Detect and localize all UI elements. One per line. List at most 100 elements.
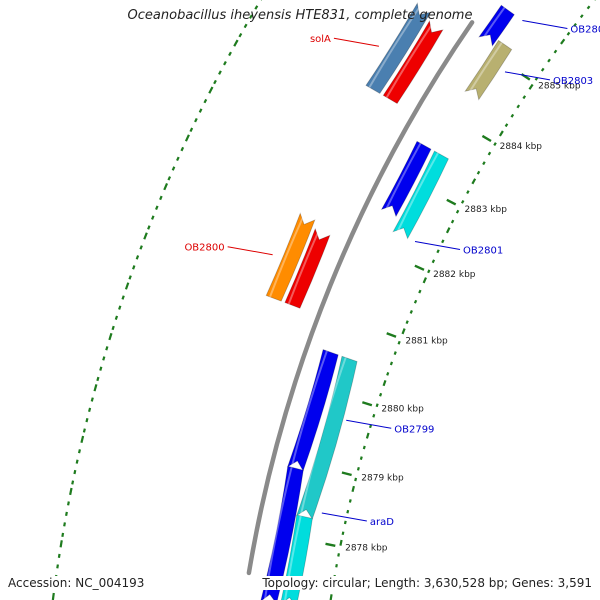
gene-ob2803-body	[464, 39, 513, 101]
gene-ob2803-shine	[467, 42, 503, 94]
scale-tick	[481, 134, 492, 143]
gene-sola-shine	[385, 22, 434, 98]
tick-dot	[248, 14, 253, 19]
tick-dot	[441, 239, 445, 244]
gene-ob2801-shine	[395, 152, 439, 234]
gene-arad-shine	[284, 515, 302, 600]
gene-ob2799b-body	[286, 349, 339, 472]
tick-dot	[121, 295, 125, 300]
tick-dot	[348, 499, 352, 503]
tick-dot	[405, 320, 409, 325]
gene-ob2799	[295, 355, 358, 520]
tick-dot	[189, 127, 194, 133]
tick-dot	[339, 539, 343, 546]
ticks-layer: 2885 kbp 2884 kbp 2883 kbp 2882 kbp 2881 kbp…	[325, 73, 581, 554]
tick-dot	[393, 351, 397, 355]
tick-dot	[566, 31, 571, 36]
gene-label-arad: araD	[370, 517, 394, 528]
tick-dot	[118, 305, 122, 310]
tick-dot	[71, 480, 75, 485]
scale-tick	[386, 332, 397, 338]
tick-dot	[409, 310, 413, 314]
tick-dot	[147, 225, 151, 230]
tick-dot	[379, 392, 383, 397]
tick-dot	[504, 123, 509, 128]
backbone-layer	[246, 20, 475, 576]
tick-dot	[167, 176, 172, 181]
tick-dot	[238, 32, 243, 38]
gene-ob2801	[392, 150, 449, 240]
tick-dot	[102, 356, 106, 361]
tick-dot	[93, 384, 98, 392]
gene-ob2800-b-shine	[269, 214, 305, 298]
features-layer	[260, 2, 515, 600]
tick-dot	[223, 60, 227, 66]
gene-arad-b-body	[260, 465, 304, 600]
tick-dot	[493, 142, 497, 146]
gene-ob2800-b	[265, 212, 316, 302]
tick-dot	[99, 366, 103, 371]
tick-dot	[436, 249, 440, 254]
gene-ob2800-b-body	[265, 212, 316, 302]
tick-dot	[69, 487, 73, 496]
tick-dot	[337, 553, 340, 557]
gene-label-ob2804: OB2804	[570, 24, 600, 35]
gene-label-sola: solA	[310, 34, 331, 45]
gene-ob2800-shine	[287, 230, 320, 305]
tick-dot	[75, 459, 79, 464]
gene-sola-body	[382, 19, 444, 104]
scale-tick	[341, 471, 352, 477]
tick-dot	[413, 299, 418, 304]
scale-tick	[325, 542, 336, 547]
gene-arad-b-shine	[263, 467, 293, 600]
gene-leader-line	[321, 512, 367, 522]
tick-dot	[369, 424, 373, 429]
tick-dot	[163, 182, 169, 191]
tick-dot	[96, 376, 100, 382]
tick-dot	[111, 325, 115, 331]
gene-ob2801b-shine	[384, 142, 422, 212]
gene-ob2804-shine	[481, 7, 506, 40]
gene-leader-line	[414, 240, 461, 250]
tick-dot	[63, 522, 66, 527]
gene-labels-layer: OB2804 OB2803 solA OB2801 OB2800 OB2799 araD	[184, 20, 600, 528]
tick-dot	[573, 22, 577, 27]
tick-dot	[482, 161, 486, 166]
gene-ob2804-body	[478, 4, 515, 47]
tick-dot	[522, 95, 527, 100]
gene-ob2799-shine	[299, 357, 347, 517]
tick-dot	[450, 219, 455, 224]
tick-dot	[359, 456, 363, 460]
tick-dot	[90, 397, 94, 402]
genome-backbone	[246, 20, 475, 576]
tick-dot	[67, 501, 70, 506]
tick-dot	[516, 104, 521, 109]
gene-sola	[382, 19, 444, 104]
gene-label-ob2800: OB2800	[184, 243, 224, 254]
tick-dot	[498, 130, 504, 137]
tick-dot	[82, 428, 86, 433]
tick-dot	[228, 51, 232, 57]
gene-leader-line	[346, 419, 392, 429]
tick-dot	[171, 166, 176, 171]
scale-tick-label: 2885 kbp	[538, 81, 581, 91]
tick-dot	[128, 275, 132, 280]
tick-dot	[540, 67, 545, 72]
tick-dot	[233, 39, 239, 47]
tick-dot	[51, 592, 55, 600]
tick-dot	[56, 564, 59, 569]
gene-label-ob2799: OB2799	[394, 424, 434, 435]
tick-dot	[343, 520, 347, 525]
gene-sola-b	[365, 2, 432, 94]
tick-dot	[386, 371, 390, 376]
accession-text: Accession: NC_004193	[8, 576, 145, 590]
tick-dot	[365, 432, 370, 439]
tick-dot	[105, 346, 109, 351]
tick-dot	[135, 255, 140, 260]
scale-tick	[361, 401, 373, 407]
tick-dot	[80, 435, 85, 444]
scale-tick-label: 2882 kbp	[433, 270, 476, 280]
tick-dot	[218, 70, 222, 75]
